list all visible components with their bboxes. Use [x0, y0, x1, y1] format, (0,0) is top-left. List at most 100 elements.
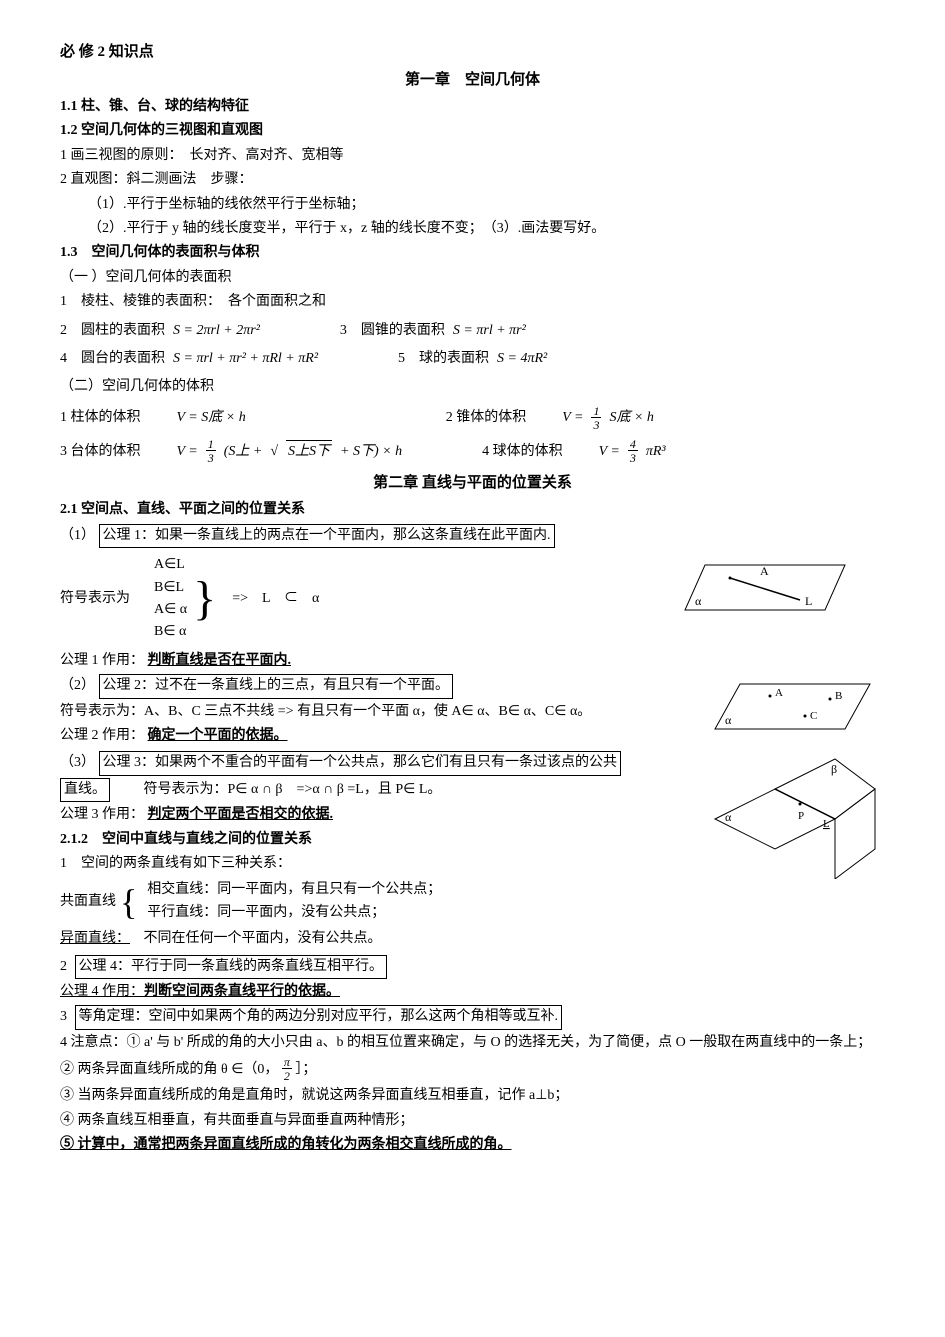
formula-row: 2 圆柱的表面积 S = 2πrl + 2πr² 3 圆锥的表面积 S = πr… — [60, 320, 885, 342]
text-line: 2 直观图：斜二测画法 步骤： — [60, 169, 885, 191]
skew-def: 不同在任何一个平面内，没有公共点。 — [134, 931, 382, 946]
coplanar-group: 共面直线 { 相交直线：同一平面内，有且只有一个公共点； 平行直线：同一平面内，… — [60, 879, 705, 924]
denominator: 3 — [591, 418, 601, 432]
equal-angle-box: 等角定理：空间中如果两个角的两边分别对应平行，那么这两个角相等或互补. — [75, 1005, 563, 1029]
diagram-label-l: L — [805, 594, 812, 608]
formula-math: S = πrl + πr² — [453, 320, 526, 342]
plane-points-diagram: A B C α — [695, 674, 885, 744]
axiom-prefix: （1） — [60, 528, 95, 543]
formula-label: 3 圆锥的表面积 — [340, 320, 445, 342]
plane-line-diagram: A L α — [655, 550, 855, 630]
axiom-prefix: （3） — [60, 755, 95, 770]
axiom-3-symbol: 符号表示为：P∈ α ∩ β =>α ∩ β =L，且 P∈ L。 — [114, 782, 442, 797]
subsection-title: （一 ）空间几何体的表面积 — [60, 267, 885, 289]
section-1-2: 1.2 空间几何体的三视图和直观图 — [60, 120, 885, 142]
use-text: 判断空间两条直线平行的依据。 — [144, 984, 340, 999]
fraction: 1 3 — [591, 405, 601, 432]
formula-math: V = S底 × h — [177, 407, 246, 429]
note-b-pre: ② 两条异面直线所成的角 θ ∈（0， — [60, 1062, 278, 1077]
text-line: （1）.平行于坐标轴的线依然平行于坐标轴； — [60, 194, 885, 216]
numerator: 1 — [591, 405, 601, 418]
diagram-label-beta: β — [831, 762, 837, 776]
use-text: 确定一个平面的依据。 — [148, 728, 288, 743]
formula-math-post: πR³ — [646, 441, 666, 463]
symbol-item: A∈ α — [154, 599, 187, 621]
formula-label: 5 球的表面积 — [398, 348, 489, 370]
coplanar-item: 相交直线：同一平面内，有且只有一个公共点； — [147, 879, 441, 901]
note-b-post: ］； — [295, 1062, 316, 1077]
chapter2-title: 第二章 直线与平面的位置关系 — [60, 471, 885, 495]
use-prefix: 公理 3 作用： — [60, 807, 144, 822]
doc-title: 必 修 2 知识点 — [60, 40, 885, 64]
formula-math-mid: (S上 + — [224, 441, 263, 463]
symbol-group: 符号表示为 A∈L B∈L A∈ α B∈ α } => L ⊂ α — [60, 554, 655, 644]
planes-intersect-diagram: β α P L — [705, 749, 885, 879]
diagram-label-a: A — [760, 564, 769, 578]
formula-math-pre: V = — [562, 407, 583, 429]
section-2-1: 2.1 空间点、直线、平面之间的位置关系 — [60, 499, 885, 521]
use-text: 判定两个平面是否相交的依据. — [148, 807, 334, 822]
use-prefix: 公理 4 作用： — [60, 984, 144, 999]
formula-math: S = πrl + πr² + πRl + πR² — [173, 348, 318, 370]
diagram-label-b: B — [835, 690, 842, 702]
formula-math-post: + S下) × h — [340, 441, 402, 463]
fraction: 1 3 — [206, 438, 216, 465]
formula-row: 4 圆台的表面积 S = πrl + πr² + πRl + πR² 5 球的表… — [60, 348, 885, 370]
axiom-4-box: 公理 4：平行于同一条直线的两条直线互相平行。 — [75, 955, 388, 979]
note-c: ③ 当两条异面直线所成的角是直角时，就说这两条异面直线互相垂直，记作 a⊥b； — [60, 1085, 885, 1107]
numerator: 1 — [206, 438, 216, 451]
coplanar-label: 共面直线 — [60, 891, 116, 913]
axiom-1-line: （1） 公理 1：如果一条直线上的两点在一个平面内，那么这条直线在此平面内. — [60, 524, 885, 548]
denominator: 3 — [206, 451, 216, 465]
brace-icon: } — [187, 577, 222, 620]
denominator: 3 — [628, 451, 638, 465]
sqrt-content: S上S下 — [286, 440, 332, 463]
axiom-1-use: 公理 1 作用： 判断直线是否在平面内. — [60, 650, 885, 672]
section-1-1: 1.1 柱、锥、台、球的结构特征 — [60, 96, 885, 118]
formula-math: S = 2πrl + 2πr² — [173, 320, 260, 342]
axiom-3-box-2: 直线。 — [60, 778, 110, 802]
text-line: 1 画三视图的原则： 长对齐、高对齐、宽相等 — [60, 145, 885, 167]
formula-row: 3 台体的体积 V = 1 3 (S上 + √S上S下 + S下) × h 4 … — [60, 438, 885, 465]
fraction: π 2 — [282, 1056, 292, 1083]
diagram-label-l: L — [823, 818, 830, 830]
axiom-1-box: 公理 1：如果一条直线上的两点在一个平面内，那么这条直线在此平面内. — [99, 524, 555, 548]
fraction: 4 3 — [628, 438, 638, 465]
equal-angle-line: 3 等角定理：空间中如果两个角的两边分别对应平行，那么这两个角相等或互补. — [60, 1005, 885, 1029]
formula-label: 1 柱体的体积 — [60, 407, 141, 429]
diagram-label-a: A — [775, 687, 783, 699]
symbol-item: B∈ α — [154, 621, 187, 643]
coplanar-item: 平行直线：同一平面内，没有公共点； — [147, 902, 441, 924]
formula-label: 4 球体的体积 — [482, 441, 563, 463]
use-prefix: 公理 1 作用： — [60, 653, 144, 668]
use-text: 判断直线是否在平面内. — [148, 653, 292, 668]
axiom-4-line: 2 公理 4：平行于同一条直线的两条直线互相平行。 — [60, 955, 885, 979]
axiom-4-use: 公理 4 作用：判断空间两条直线平行的依据。 — [60, 981, 885, 1003]
sqrt-symbol: √ — [270, 441, 278, 463]
note-d: ④ 两条直线互相垂直，有共面垂直与异面垂直两种情形； — [60, 1110, 885, 1132]
diagram-label-p: P — [798, 810, 804, 822]
note-b: ② 两条异面直线所成的角 θ ∈（0， π 2 ］； — [60, 1056, 885, 1083]
diagram-label-c: C — [810, 710, 817, 722]
skew-line: 异面直线： 不同在任何一个平面内，没有公共点。 — [60, 928, 885, 950]
formula-math-pre: V = — [599, 441, 620, 463]
axiom-3-box-1: 公理 3：如果两个不重合的平面有一个公共点，那么它们有且只有一条过该点的公共 — [99, 751, 622, 775]
note-4: 4 注意点：① a' 与 b' 所成的角的大小只由 a、b 的相互位置来确定，与… — [60, 1032, 885, 1054]
axiom-prefix: 2 — [60, 959, 67, 974]
brace-icon: { — [116, 886, 141, 918]
formula-label: 2 锥体的体积 — [446, 407, 527, 429]
numerator: 4 — [628, 438, 638, 451]
symbol-label: 符号表示为 — [60, 588, 136, 610]
diagram-label-alpha: α — [725, 713, 732, 727]
axiom-prefix: （2） — [60, 678, 95, 693]
formula-math-post: S底 × h — [609, 407, 653, 429]
section-1-3: 1.3 空间几何体的表面积与体积 — [60, 242, 885, 264]
formula-row: 1 柱体的体积 V = S底 × h 2 锥体的体积 V = 1 3 S底 × … — [60, 405, 885, 432]
chapter1-title: 第一章 空间几何体 — [60, 68, 885, 92]
subsection-title: （二）空间几何体的体积 — [60, 376, 885, 398]
diagram-label-alpha: α — [695, 594, 702, 608]
numerator: π — [282, 1056, 292, 1069]
symbol-item: B∈L — [154, 577, 187, 599]
use-prefix: 公理 2 作用： — [60, 728, 144, 743]
formula-label: 4 圆台的表面积 — [60, 348, 165, 370]
